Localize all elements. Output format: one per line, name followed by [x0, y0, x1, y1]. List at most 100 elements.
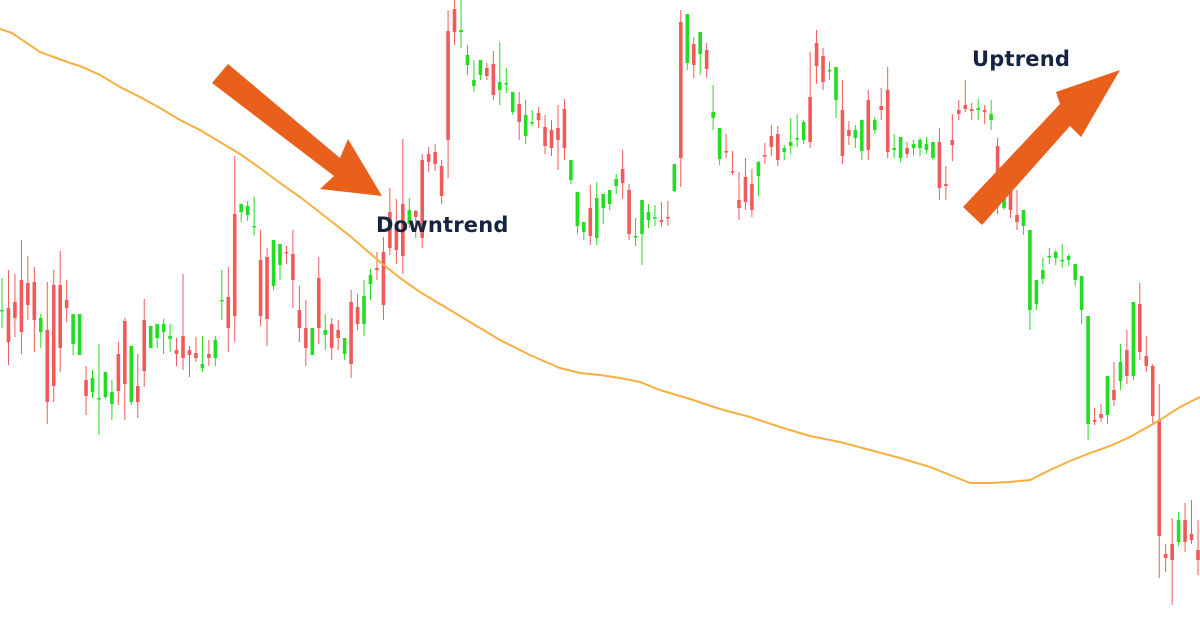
- candle-body: [847, 130, 851, 136]
- candle: [64, 280, 69, 322]
- candle-body: [795, 138, 799, 140]
- candle-body: [1112, 390, 1116, 400]
- candle-body: [420, 160, 425, 238]
- trend-arrows: [212, 64, 1120, 225]
- candle-body: [840, 110, 845, 156]
- candle-body: [433, 152, 437, 164]
- candle-body: [245, 206, 250, 215]
- candle-body: [582, 222, 586, 232]
- candle: [504, 68, 509, 93]
- candle: [633, 218, 638, 246]
- candle: [640, 200, 644, 265]
- candle: [213, 336, 218, 366]
- candle: [847, 121, 851, 145]
- candle-body: [1163, 554, 1168, 558]
- candle: [607, 190, 612, 210]
- candle-body: [931, 142, 935, 158]
- candle: [1047, 248, 1052, 264]
- candle-body: [769, 136, 774, 147]
- candle-body: [413, 211, 418, 217]
- candle-body: [1086, 316, 1090, 424]
- candle: [769, 125, 774, 156]
- candle: [1002, 194, 1006, 210]
- candle-body: [1105, 376, 1110, 415]
- candle-body: [898, 137, 903, 158]
- candle-body: [1099, 414, 1103, 418]
- candle: [452, 0, 457, 45]
- candle-body: [45, 330, 50, 402]
- candle-body: [0, 310, 4, 312]
- candle-body: [1138, 304, 1142, 352]
- candle: [77, 314, 82, 355]
- candle: [336, 320, 340, 350]
- candle-body: [562, 109, 567, 148]
- candle: [931, 142, 935, 160]
- candle-body: [110, 392, 114, 404]
- candle: [872, 117, 877, 134]
- candle: [58, 251, 62, 372]
- candle: [1112, 362, 1116, 406]
- candle: [394, 199, 399, 264]
- candle-body: [32, 282, 37, 320]
- candle-body: [174, 350, 179, 354]
- candle: [116, 342, 121, 405]
- candle-body: [801, 122, 806, 140]
- candle-body: [51, 285, 56, 386]
- candle-body: [672, 164, 677, 191]
- candle: [1034, 280, 1039, 310]
- candle-body: [1092, 420, 1097, 422]
- candle-body: [601, 194, 606, 208]
- candle: [0, 278, 4, 328]
- candle-body: [982, 110, 987, 112]
- candle-body: [58, 285, 62, 348]
- candle: [937, 128, 942, 200]
- candle: [174, 338, 179, 366]
- candle-body: [730, 171, 735, 173]
- candle: [1015, 190, 1019, 230]
- candle-body: [291, 254, 295, 280]
- candle: [142, 299, 147, 387]
- candle: [129, 346, 134, 405]
- candle-body: [918, 140, 922, 148]
- candle: [304, 300, 308, 366]
- candle: [155, 324, 159, 348]
- candle-body: [756, 162, 761, 176]
- candle-body: [679, 22, 683, 158]
- candle: [194, 337, 198, 362]
- candle: [788, 118, 793, 154]
- candle: [439, 160, 444, 204]
- candle: [924, 137, 929, 154]
- candle-body: [200, 364, 205, 368]
- candle: [1196, 520, 1200, 575]
- candle-body: [316, 278, 321, 328]
- candle-body: [620, 169, 625, 183]
- candle: [1144, 336, 1149, 372]
- candle: [271, 240, 276, 290]
- candle-body: [1150, 366, 1155, 416]
- candle: [582, 222, 586, 240]
- candle: [19, 240, 24, 354]
- candle: [297, 286, 302, 342]
- candle-body: [1144, 356, 1149, 366]
- candle: [1176, 512, 1181, 546]
- candle-body: [1034, 280, 1039, 304]
- candle-body: [814, 43, 819, 66]
- candle-body: [407, 210, 412, 224]
- candle-body: [491, 64, 496, 95]
- candles: [0, 0, 1200, 605]
- candle: [1170, 518, 1174, 605]
- candle-body: [77, 314, 82, 355]
- candle-body: [439, 166, 444, 196]
- candle-body: [181, 336, 185, 358]
- candle-body: [271, 240, 276, 286]
- candle-body: [187, 350, 192, 355]
- candle: [252, 197, 256, 235]
- candle-body: [329, 324, 334, 348]
- candle: [691, 37, 696, 78]
- candle: [614, 174, 618, 194]
- candle-body: [1157, 420, 1162, 536]
- candle: [258, 230, 263, 326]
- candle: [569, 160, 573, 184]
- candle: [646, 204, 651, 228]
- candle: [355, 294, 360, 330]
